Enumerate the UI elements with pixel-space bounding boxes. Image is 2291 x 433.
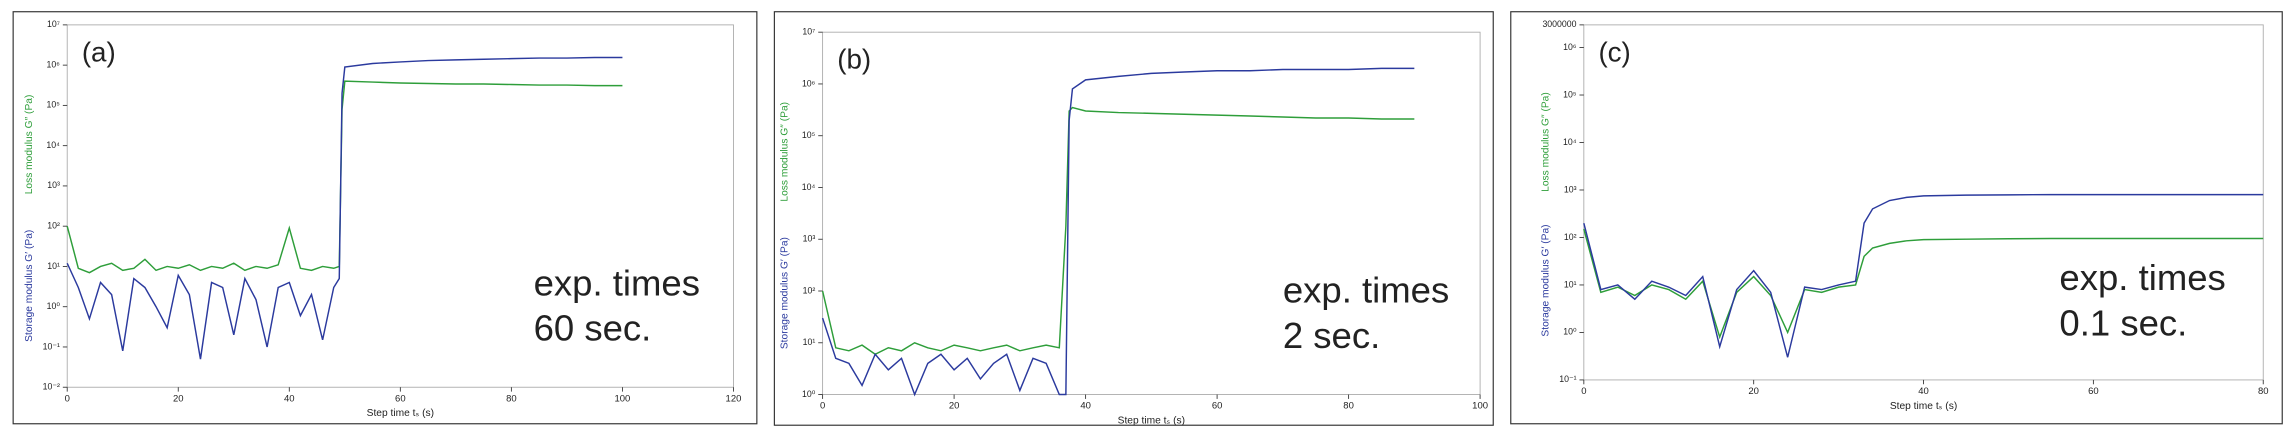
y-tick-label: 10⁰ xyxy=(47,301,61,311)
x-tick-label: 60 xyxy=(395,393,406,404)
y-axis-label: Storage modulus G′ (Pa) xyxy=(779,237,790,349)
y-tick-label: 10¹ xyxy=(803,337,816,347)
y-tick-label: 10⁶ xyxy=(1563,42,1577,52)
x-tick-label: 80 xyxy=(2258,386,2269,397)
y-tick-label: 10⁷ xyxy=(802,26,815,36)
y-tick-label: 10¹ xyxy=(47,261,60,271)
y-tick-label: 10⁴ xyxy=(802,182,816,192)
annotation: 2 sec. xyxy=(1283,315,1380,356)
series-line xyxy=(821,67,1415,397)
series-line xyxy=(821,106,1415,356)
x-tick-label: 0 xyxy=(65,393,70,404)
y-axis-label: Loss modulus G″ (Pa) xyxy=(24,95,35,195)
y-axis-label: Loss modulus G″ (Pa) xyxy=(779,102,790,202)
x-tick-label: 120 xyxy=(726,393,742,404)
x-tick-label: 0 xyxy=(1581,386,1586,397)
x-tick-label: 40 xyxy=(1918,386,1929,397)
annotation: 0.1 sec. xyxy=(2059,302,2187,343)
x-tick-label: 60 xyxy=(1212,401,1223,412)
y-tick-label: 10² xyxy=(803,285,816,295)
y-tick-label: 10⁵ xyxy=(1563,89,1577,99)
panel-label: (b) xyxy=(837,44,871,75)
x-tick-label: 20 xyxy=(173,393,184,404)
annotation: exp. times xyxy=(534,262,700,303)
y-tick-label: 10⁶ xyxy=(802,78,816,88)
y-tick-label: 10¹ xyxy=(1564,279,1577,289)
y-tick-label: 10⁰ xyxy=(1563,327,1577,337)
y-tick-label: 10⁵ xyxy=(802,130,816,140)
y-tick-label: 10⁻¹ xyxy=(1559,374,1576,384)
annotation: exp. times xyxy=(1283,270,1449,311)
panel-frame xyxy=(1510,11,2283,425)
series-line xyxy=(1583,193,2264,358)
annotation: 60 sec. xyxy=(534,308,652,349)
y-tick-label: 10⁵ xyxy=(47,100,61,110)
x-tick-label: 0 xyxy=(820,401,825,412)
x-tick-label: 20 xyxy=(949,401,960,412)
panel-label: (a) xyxy=(82,36,116,67)
panel-frame xyxy=(773,11,1494,426)
y-tick-label: 10³ xyxy=(47,180,60,190)
y-tick-label: 10⁴ xyxy=(46,140,60,150)
x-axis-label: Step time tₛ (s) xyxy=(1890,401,1957,412)
x-tick-label: 20 xyxy=(1748,386,1759,397)
y-tick-label: 10³ xyxy=(1564,184,1577,194)
x-axis-label: Step time tₛ (s) xyxy=(1118,416,1185,427)
y-tick-label: 10⁷ xyxy=(47,19,60,29)
x-tick-label: 60 xyxy=(2088,386,2099,397)
plot-area xyxy=(822,31,1481,395)
y-tick-label: 10⁴ xyxy=(1563,137,1577,147)
series-line xyxy=(66,80,623,274)
panel-frame xyxy=(12,11,758,425)
x-tick-label: 100 xyxy=(615,393,631,404)
y-tick-label: 10⁻² xyxy=(43,382,60,392)
y-tick-label: 10² xyxy=(1564,232,1577,242)
x-tick-label: 40 xyxy=(284,393,295,404)
y-tick-label: 10⁻¹ xyxy=(43,341,60,351)
y-tick-label: 10² xyxy=(47,220,60,230)
x-axis-label: Step time tₛ (s) xyxy=(367,408,434,419)
annotation: exp. times xyxy=(2059,257,2225,298)
x-tick-label: 100 xyxy=(1472,401,1488,412)
x-tick-label: 80 xyxy=(506,393,517,404)
series-line xyxy=(66,56,623,360)
y-tick-label: 3000000 xyxy=(1542,19,1576,29)
y-axis-label: Storage modulus G′ (Pa) xyxy=(1541,224,1552,336)
panel-label: (c) xyxy=(1598,36,1630,67)
series-line xyxy=(1583,228,2264,340)
x-tick-label: 40 xyxy=(1080,401,1091,412)
x-tick-label: 80 xyxy=(1343,401,1354,412)
y-tick-label: 10³ xyxy=(803,234,816,244)
y-tick-label: 10⁰ xyxy=(802,389,816,399)
y-axis-label: Storage modulus G′ (Pa) xyxy=(24,230,35,342)
y-axis-label: Loss modulus G″ (Pa) xyxy=(1541,92,1552,192)
y-tick-label: 10⁶ xyxy=(47,59,61,69)
